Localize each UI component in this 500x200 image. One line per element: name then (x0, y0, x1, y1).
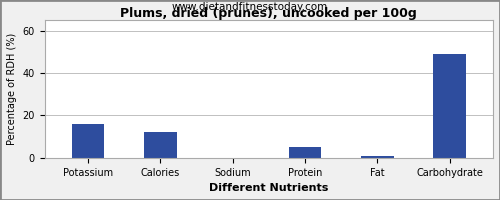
Bar (288, 147, 322, 158)
Text: www.dietandfitnesstoday.com: www.dietandfitnesstoday.com (172, 2, 328, 12)
Y-axis label: Percentage of RDH (%): Percentage of RDH (%) (7, 33, 17, 145)
X-axis label: Different Nutrients: Different Nutrients (209, 183, 328, 193)
Bar (434, 54, 466, 158)
Bar (361, 156, 394, 158)
Bar (144, 132, 176, 158)
Bar (72, 124, 104, 158)
Title: Plums, dried (prunes), uncooked per 100g: Plums, dried (prunes), uncooked per 100g (120, 7, 417, 20)
